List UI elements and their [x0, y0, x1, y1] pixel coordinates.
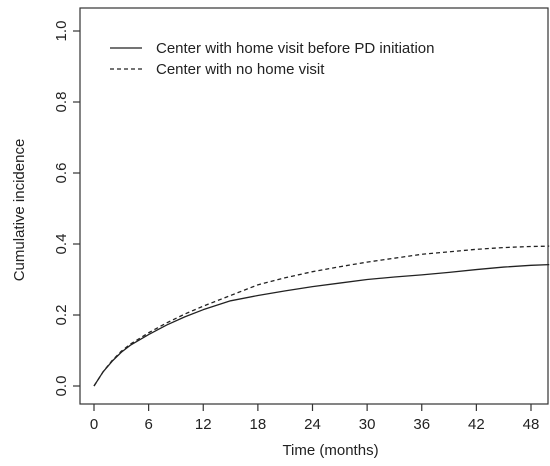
series-line-home-visit	[93, 263, 550, 387]
x-tick-label: 18	[250, 416, 267, 433]
y-tick-label: 0.8	[53, 92, 70, 113]
y-tick-label: 0.4	[53, 234, 70, 255]
legend: Center with home visit before PD initiat…	[110, 40, 434, 78]
series-line-no-home-visit	[93, 245, 550, 387]
y-tick-label: 0.2	[53, 305, 70, 326]
x-tick-label: 48	[523, 416, 540, 433]
plot-frame	[79, 7, 549, 405]
y-tick-label: 0.0	[53, 376, 70, 397]
legend-entry-label: Center with no home visit	[156, 61, 325, 78]
y-axis-title: Cumulative incidence	[11, 139, 28, 282]
x-tick-label: 24	[304, 416, 321, 433]
x-tick-label: 12	[195, 416, 212, 433]
x-tick-label: 42	[468, 416, 485, 433]
x-tick-label: 0	[90, 416, 98, 433]
x-tick-label: 6	[144, 416, 152, 433]
x-tick-label: 30	[359, 416, 376, 433]
y-tick-label: 0.6	[53, 163, 70, 184]
y-tick-label: 1.0	[53, 21, 70, 42]
x-axis-title: Time (months)	[282, 442, 378, 459]
x-tick-label: 36	[413, 416, 430, 433]
axes: 0 6 12 18 24 30 36 42 48 0.0 0.2 0.4 0.6 0.8 1.0	[53, 7, 549, 433]
legend-entry-label: Center with home visit before PD initiat…	[156, 40, 434, 57]
plot-series	[93, 245, 550, 387]
